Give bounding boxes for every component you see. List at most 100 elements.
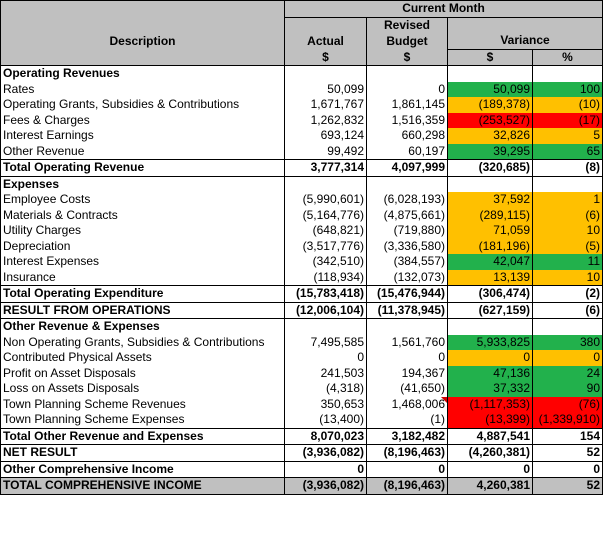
actual-value: 8,070,023 [284, 427, 367, 445]
row-description: Town Planning Scheme Revenues [0, 396, 285, 412]
variance-percent: 90 [531, 381, 604, 397]
row-description: Loss on Assets Disposals [0, 381, 285, 397]
variance-percent [531, 175, 604, 192]
row-description: Total Operating Revenue [0, 159, 285, 176]
variance-percent: 5 [531, 128, 604, 144]
table-row: Contributed Physical Assets 0 0 0 0 [0, 350, 604, 366]
budget-value [366, 175, 448, 192]
table-row: Interest Expenses (342,510) (384,557) 42,04… [0, 254, 604, 270]
table-row: Non Operating Grants, Subsidies & Contri… [0, 334, 604, 350]
percent-unit: % [531, 48, 604, 66]
row-description: Non Operating Grants, Subsidies & Contri… [0, 334, 285, 350]
actual-value: (648,821) [284, 223, 367, 239]
actual-value: 350,653 [284, 396, 367, 412]
row-description: Other Revenue & Expenses [0, 318, 285, 335]
table-row: Loss on Assets Disposals (4,318) (41,650) 3… [0, 381, 604, 397]
budget-value: 1,468,006 [366, 396, 448, 412]
actual-value: 0 [284, 350, 367, 366]
actual-unit: $ [284, 49, 367, 66]
row-description: Other Comprehensive Income [0, 460, 285, 478]
budget-value: (132,073) [366, 269, 448, 286]
row-description: Utility Charges [0, 223, 285, 239]
row-description: Fees & Charges [0, 112, 285, 128]
variance-percent: 65 [531, 143, 604, 160]
budget-value: 0 [366, 460, 448, 478]
section-header-row: Expenses [0, 175, 604, 192]
row-description: Operating Grants, Subsidies & Contributi… [0, 97, 285, 113]
variance-value: 0 [447, 460, 533, 478]
actual-value: (4,318) [284, 381, 367, 397]
row-description: NET RESULT [0, 444, 285, 461]
budget-value: 3,182,482 [366, 427, 448, 445]
table-row: Profit on Asset Disposals 241,503 194,367 4… [0, 365, 604, 381]
budget-value: (3,336,580) [366, 238, 448, 254]
actual-value: (118,934) [284, 269, 367, 286]
variance-percent: 10 [531, 223, 604, 239]
variance-value [447, 65, 533, 82]
actual-value [284, 65, 367, 82]
variance-percent: (10) [531, 97, 604, 113]
section-header-row: Operating Revenues [0, 65, 604, 82]
budget-value: 0 [366, 81, 448, 97]
row-description: Materials & Contracts [0, 207, 285, 223]
variance-percent: (76) [531, 396, 604, 412]
variance-value: (253,527) [447, 112, 533, 128]
variance-value: 0 [447, 350, 533, 366]
actual-value: 99,492 [284, 143, 367, 160]
variance-value: 4,887,541 [447, 427, 533, 445]
variance-value: 4,260,381 [447, 477, 533, 495]
budget-value: (1) [366, 412, 448, 428]
table-row: Operating Grants, Subsidies & Contributi… [0, 97, 604, 113]
variance-value [447, 318, 533, 335]
actual-value: 693,124 [284, 128, 367, 144]
row-description: Interest Expenses [0, 254, 285, 270]
variance-value: (320,685) [447, 159, 533, 176]
variance-percent: (1,339,910) [531, 412, 604, 428]
row-description: Employee Costs [0, 192, 285, 208]
total-row: TOTAL COMPREHENSIVE INCOME (3,936,082) (8,… [0, 477, 604, 495]
variance-percent: 24 [531, 365, 604, 381]
variance-value: 13,139 [447, 269, 533, 286]
budget-value: 1,561,760 [366, 334, 448, 350]
actual-value: (3,936,082) [284, 444, 367, 461]
table-row: Insurance (118,934) (132,073) 13,139 10 [0, 269, 604, 286]
actual-value: (5,990,601) [284, 192, 367, 208]
row-description: TOTAL COMPREHENSIVE INCOME [0, 477, 285, 495]
variance-percent: 0 [531, 350, 604, 366]
variance-value: 39,295 [447, 143, 533, 160]
budget-value: (8,196,463) [366, 477, 448, 495]
row-description: Expenses [0, 175, 285, 192]
actual-value: 1,262,832 [284, 112, 367, 128]
actual-value: (15,783,418) [284, 285, 367, 302]
variance-percent: 1 [531, 192, 604, 208]
table-row: Employee Costs (5,990,601) (6,028,193) 37,5… [0, 192, 604, 208]
variance-percent: 0 [531, 460, 604, 478]
row-description: Interest Earnings [0, 128, 285, 144]
actual-value: (12,006,104) [284, 301, 367, 319]
total-row: Total Other Revenue and Expenses 8,070,02… [0, 427, 604, 445]
budget-value: (384,557) [366, 254, 448, 270]
row-description: Total Operating Expenditure [0, 285, 285, 302]
budget-value: (11,378,945) [366, 301, 448, 319]
actual-value: (3,936,082) [284, 477, 367, 495]
row-description: Contributed Physical Assets [0, 350, 285, 366]
row-description: Profit on Asset Disposals [0, 365, 285, 381]
actual-spacer [284, 16, 367, 33]
variance-percent [531, 318, 604, 335]
row-description: Insurance [0, 269, 285, 286]
actual-value: (342,510) [284, 254, 367, 270]
table-row: Interest Earnings 693,124 660,298 32,826 5 [0, 128, 604, 144]
total-row: RESULT FROM OPERATIONS (12,006,104) (11,37… [0, 301, 604, 319]
variance-percent: (2) [531, 285, 604, 302]
budget-value: 0 [366, 350, 448, 366]
variance-percent: 10 [531, 269, 604, 286]
variance-value: 50,099 [447, 81, 533, 97]
actual-value: 1,671,767 [284, 97, 367, 113]
budget-value [366, 318, 448, 335]
budget-unit: $ [366, 49, 448, 66]
variance-value: 42,047 [447, 254, 533, 270]
row-description: Depreciation [0, 238, 285, 254]
table-row: Town Planning Scheme Revenues 350,653 1,46… [0, 396, 604, 412]
row-description: Rates [0, 81, 285, 97]
variance-value: (4,260,381) [447, 444, 533, 461]
